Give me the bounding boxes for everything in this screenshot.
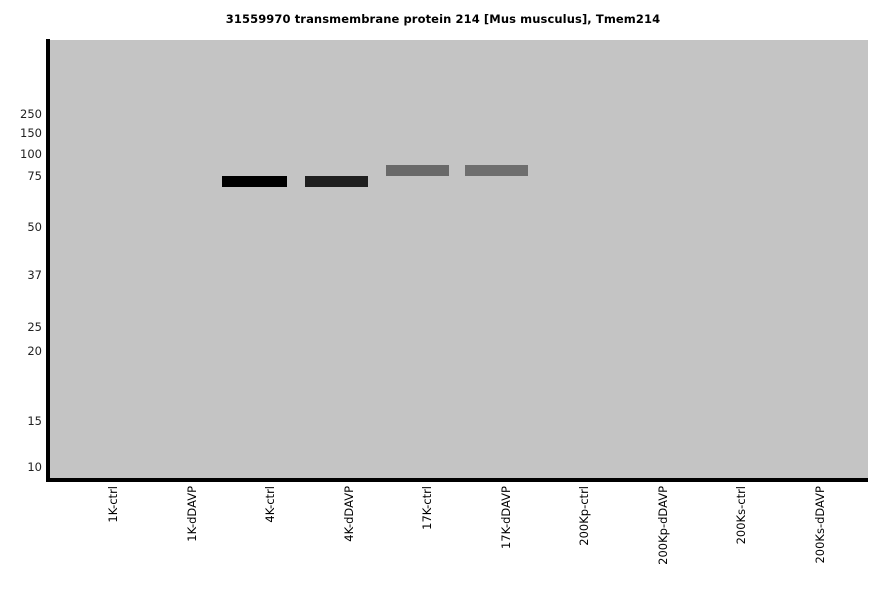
- y-axis-tick-label: 75: [27, 169, 42, 183]
- y-axis-tick-label: 10: [27, 460, 42, 474]
- y-axis-tick-label: 50: [27, 220, 42, 234]
- y-axis-tick-label: 20: [27, 344, 42, 358]
- x-axis-tick-label: 17K-dDAVP: [499, 486, 513, 550]
- page-title: 31559970 transmembrane protein 214 [Mus …: [225, 12, 661, 26]
- x-axis-tick-label: 200Ks-ctrl: [734, 486, 748, 545]
- plot-area: [50, 40, 868, 478]
- blot-band: [305, 176, 368, 187]
- x-axis-tick-label: 4K-ctrl: [263, 486, 277, 523]
- x-axis-tick-label: 1K-dDAVP: [185, 486, 199, 542]
- blot-band: [465, 165, 528, 176]
- y-axis-tick-label: 250: [20, 107, 42, 121]
- y-axis-tick-label: 100: [20, 147, 42, 161]
- y-axis-tick-label: 25: [27, 320, 42, 334]
- y-axis-line: [46, 39, 50, 481]
- x-axis-tick-label: 200Kp-dDAVP: [656, 486, 670, 565]
- blot-band: [222, 176, 287, 187]
- y-axis-tick-label: 150: [20, 126, 42, 140]
- x-axis-tick-label: 17K-ctrl: [420, 486, 434, 530]
- y-axis-tick-label: 37: [27, 268, 42, 282]
- x-axis-tick-label: 4K-dDAVP: [342, 486, 356, 542]
- x-axis-line: [46, 478, 868, 482]
- x-axis-tick-label: 1K-ctrl: [106, 486, 120, 523]
- blot-band: [386, 165, 449, 176]
- x-axis-tick-label: 200Kp-ctrl: [577, 486, 591, 546]
- x-axis-tick-label: 200Ks-dDAVP: [813, 486, 827, 564]
- y-axis-tick-label: 15: [27, 414, 42, 428]
